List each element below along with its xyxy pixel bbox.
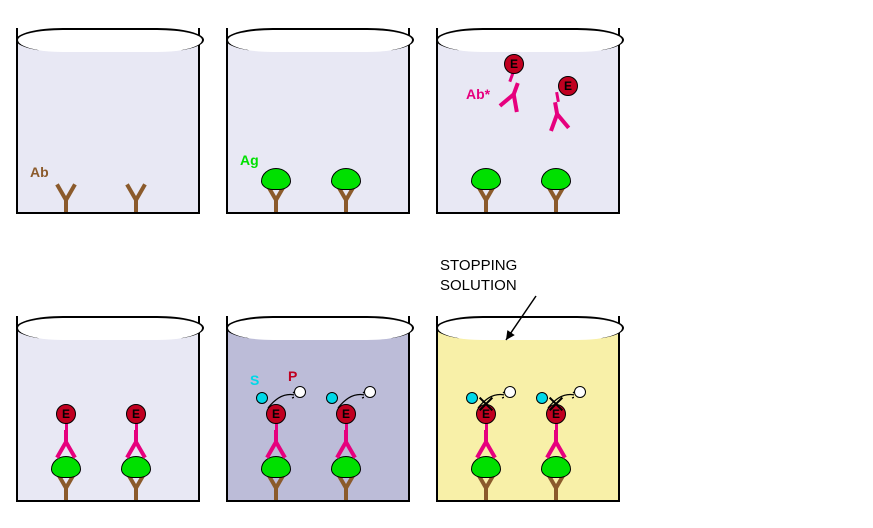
well-w4: EE bbox=[16, 316, 200, 502]
enzyme-circle: E bbox=[56, 404, 76, 424]
product-dot bbox=[294, 386, 306, 398]
well-fill bbox=[18, 328, 198, 500]
free-secondary-antibody: E bbox=[546, 102, 570, 136]
well-w1: Ab bbox=[16, 28, 200, 214]
secondary-antibody bbox=[474, 430, 498, 464]
product-dot bbox=[574, 386, 586, 398]
reaction-arrow bbox=[474, 388, 504, 408]
well-w2: Ag bbox=[226, 28, 410, 214]
well-fill bbox=[228, 40, 408, 212]
product-dot bbox=[364, 386, 376, 398]
well-fill bbox=[18, 40, 198, 212]
stopping-line2: SOLUTION bbox=[440, 277, 517, 294]
well-fill bbox=[438, 328, 618, 500]
secondary-antibody bbox=[54, 430, 78, 464]
secondary-antibody bbox=[334, 430, 358, 464]
reaction-arrow bbox=[264, 388, 294, 408]
stopping-solution-label: STOPPING SOLUTION bbox=[440, 256, 517, 295]
antigen-blob bbox=[331, 168, 361, 190]
well-w6: EE bbox=[436, 316, 620, 502]
well-meniscus bbox=[16, 316, 204, 340]
antigen-blob bbox=[541, 168, 571, 190]
antigen-blob bbox=[471, 168, 501, 190]
ab2-label: Ab* bbox=[466, 86, 490, 102]
product-dot bbox=[504, 386, 516, 398]
enzyme-circle: E bbox=[504, 54, 524, 74]
well-meniscus bbox=[436, 28, 624, 52]
enzyme-circle: E bbox=[126, 404, 146, 424]
enzyme-circle: E bbox=[558, 76, 578, 96]
secondary-antibody bbox=[264, 430, 288, 464]
well-fill bbox=[228, 328, 408, 500]
secondary-antibody bbox=[544, 430, 568, 464]
stopping-line1: STOPPING bbox=[440, 257, 517, 274]
reaction-arrow bbox=[334, 388, 364, 408]
primary-antibody bbox=[54, 178, 78, 212]
well-meniscus bbox=[226, 316, 414, 340]
well-meniscus bbox=[226, 28, 414, 52]
ag-label: Ag bbox=[240, 152, 259, 168]
well-fill bbox=[438, 40, 618, 212]
well-meniscus bbox=[16, 28, 204, 52]
well-w5: EESP bbox=[226, 316, 410, 502]
secondary-antibody bbox=[124, 430, 148, 464]
reaction-arrow bbox=[544, 388, 574, 408]
antigen-blob bbox=[261, 168, 291, 190]
primary-antibody bbox=[124, 178, 148, 212]
well-w3: EEAb* bbox=[436, 28, 620, 214]
well-meniscus bbox=[436, 316, 624, 340]
free-secondary-antibody: E bbox=[500, 82, 524, 116]
product-label: P bbox=[288, 368, 297, 384]
substrate-label: S bbox=[250, 372, 259, 388]
ab-label: Ab bbox=[30, 164, 49, 180]
